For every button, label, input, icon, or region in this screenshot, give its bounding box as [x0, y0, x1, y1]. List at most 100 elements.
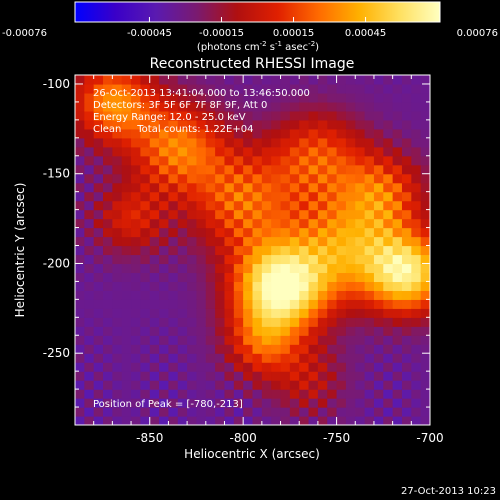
- heatmap-cell: [308, 353, 319, 363]
- heatmap-cell: [215, 398, 226, 408]
- heatmap-cell: [401, 389, 412, 399]
- heatmap-cell: [140, 83, 151, 94]
- heatmap-cell: [205, 254, 216, 265]
- heatmap-cell: [261, 335, 272, 345]
- heatmap-cell: [373, 227, 384, 238]
- heatmap-cell: [373, 200, 384, 211]
- heatmap-cell: [112, 227, 123, 238]
- heatmap-cell: [383, 389, 394, 399]
- annotation-clean-counts: Clean Total counts: 1.22E+04: [93, 124, 253, 135]
- heatmap-cell: [205, 389, 216, 399]
- heatmap-cell: [75, 146, 85, 157]
- heatmap-cell: [420, 281, 430, 291]
- heatmap-cell: [411, 344, 422, 354]
- heatmap-cell: [140, 308, 151, 318]
- heatmap-cell: [401, 272, 412, 283]
- heatmap-cell: [308, 317, 319, 327]
- heatmap-cell: [252, 398, 263, 408]
- heatmap-cell: [84, 317, 95, 327]
- heatmap-cell: [327, 281, 338, 291]
- heatmap-cell: [149, 200, 160, 211]
- heatmap-cell: [243, 272, 254, 283]
- heatmap-cell: [112, 416, 123, 425]
- heatmap-cell: [401, 380, 412, 390]
- heatmap-cell: [327, 254, 338, 265]
- heatmap-cell: [289, 254, 300, 265]
- heatmap-cell: [411, 326, 422, 336]
- heatmap-cell: [112, 173, 123, 184]
- heatmap-cell: [411, 308, 422, 318]
- heatmap-cell: [224, 173, 235, 184]
- heatmap-cell: [392, 263, 403, 274]
- heatmap-cell: [168, 164, 179, 175]
- heatmap-cell: [345, 164, 356, 175]
- heatmap-cell: [383, 317, 394, 327]
- heatmap-cell: [261, 137, 272, 148]
- heatmap-cell: [411, 128, 422, 139]
- heatmap-cell: [289, 236, 300, 247]
- heatmap-cell: [149, 299, 160, 309]
- heatmap-cell: [243, 317, 254, 327]
- heatmap-cell: [187, 407, 198, 417]
- heatmap-cell: [205, 407, 216, 417]
- heatmap-cell: [121, 173, 132, 184]
- heatmap-cell: [252, 254, 263, 265]
- heatmap-cell: [336, 398, 347, 408]
- heatmap-cell: [103, 362, 113, 372]
- colorbar-tick-label: 0.00076: [457, 28, 498, 39]
- heatmap-cell: [355, 245, 366, 256]
- heatmap-cell: [327, 317, 338, 327]
- heatmap-cell: [261, 182, 272, 193]
- heatmap-cell: [103, 137, 113, 148]
- heatmap-cell: [252, 344, 263, 354]
- heatmap-cell: [289, 119, 300, 130]
- heatmap-cell: [308, 119, 319, 130]
- heatmap-cell: [121, 398, 132, 408]
- heatmap-cell: [243, 146, 254, 157]
- heatmap-cell: [121, 164, 132, 175]
- heatmap-cell: [261, 308, 272, 318]
- heatmap-cell: [149, 182, 160, 193]
- heatmap-cell: [131, 164, 141, 175]
- heatmap-cell: [252, 218, 263, 229]
- heatmap-cell: [159, 299, 170, 309]
- heatmap-cell: [261, 398, 272, 408]
- heatmap-cell: [411, 407, 422, 417]
- heatmap-cell: [420, 299, 430, 309]
- heatmap-cell: [373, 173, 384, 184]
- heatmap-cell: [103, 344, 113, 354]
- heatmap-cell: [336, 344, 347, 354]
- heatmap-cell: [187, 371, 198, 381]
- heatmap-cell: [159, 344, 170, 354]
- heatmap-cell: [103, 209, 113, 220]
- heatmap-cell: [131, 209, 141, 220]
- heatmap-cell: [215, 164, 226, 175]
- heatmap-cell: [364, 209, 375, 220]
- heatmap-cell: [252, 371, 263, 381]
- heatmap-cell: [355, 137, 366, 148]
- heatmap-cell: [411, 290, 422, 300]
- heatmap-cell: [131, 236, 141, 247]
- heatmap-cell: [373, 128, 384, 139]
- heatmap-cell: [373, 182, 384, 193]
- heatmap-cell: [289, 353, 300, 363]
- heatmap-cell: [355, 272, 366, 283]
- heatmap-cell: [327, 416, 338, 425]
- heatmap-cell: [75, 137, 85, 148]
- heatmap-cell: [177, 272, 188, 283]
- heatmap-cell: [205, 83, 216, 94]
- heatmap-cell: [233, 236, 244, 247]
- heatmap-cell: [75, 155, 85, 166]
- heatmap-cell: [168, 398, 179, 408]
- heatmap-cell: [299, 92, 310, 103]
- heatmap-cell: [131, 362, 141, 372]
- heatmap-cell: [75, 308, 85, 318]
- heatmap-cell: [159, 155, 170, 166]
- heatmap-cell: [168, 155, 179, 166]
- heatmap-cell: [75, 398, 85, 408]
- heatmap-cell: [299, 119, 310, 130]
- heatmap-cell: [243, 200, 254, 211]
- heatmap-cell: [131, 308, 141, 318]
- heatmap-cell: [327, 335, 338, 345]
- heatmap-cell: [187, 200, 198, 211]
